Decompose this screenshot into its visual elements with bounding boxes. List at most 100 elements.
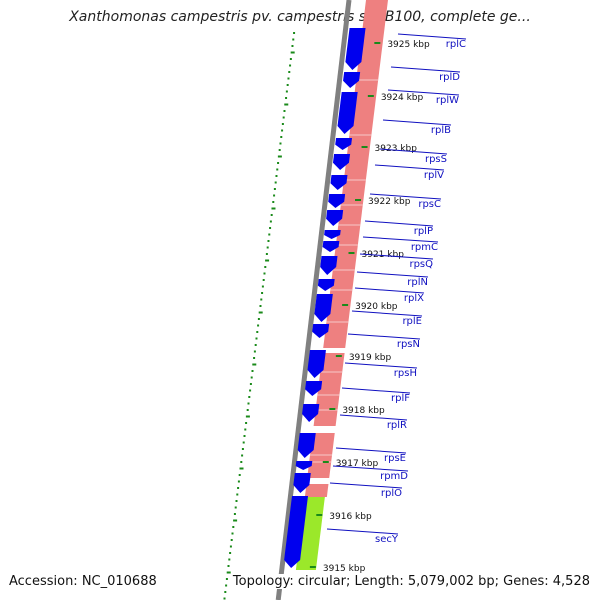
tick-dot <box>231 532 234 535</box>
gene-label-rplR[interactable]: rplR <box>387 420 407 431</box>
tick-dot <box>267 240 270 242</box>
gene-leader-line <box>369 193 442 200</box>
gene-label-rpsS[interactable]: rpsS <box>425 154 447 165</box>
cds-track <box>284 28 366 568</box>
cds-arrow[interactable] <box>320 256 338 275</box>
cds-arrow[interactable] <box>314 294 333 322</box>
tick-dot <box>272 201 275 203</box>
cds-arrow[interactable] <box>337 92 358 134</box>
tick-dot <box>270 214 273 216</box>
tick-dot <box>250 376 253 379</box>
tick-dot <box>262 279 265 281</box>
gene-track-segment[interactable] <box>323 0 388 348</box>
gene-label-rpsN[interactable]: rpsN <box>397 339 420 350</box>
cds-arrow[interactable] <box>328 194 346 208</box>
tick-dot <box>283 110 286 112</box>
kbp-label: 3923 kbp <box>375 144 418 154</box>
tick-dot <box>224 591 227 593</box>
tick-dot <box>230 539 233 541</box>
gene-label-rplX[interactable]: rplX <box>404 293 424 304</box>
gene-leader-line <box>341 387 411 394</box>
tick-dot <box>273 194 276 197</box>
tick-dot <box>241 448 244 450</box>
kbp-label: 3916 kbp <box>329 512 372 522</box>
gene-label-secY[interactable]: secY <box>375 534 399 545</box>
cds-arrow[interactable] <box>284 496 308 568</box>
gene-label-rpmC[interactable]: rpmC <box>411 242 438 253</box>
gene-label-rplD[interactable]: rplD <box>439 72 460 83</box>
cds-arrow[interactable] <box>326 210 344 226</box>
cds-arrow[interactable] <box>305 381 323 396</box>
gene-label-rplE[interactable]: rplE <box>402 316 422 327</box>
gene-label-rpsC[interactable]: rpsC <box>418 199 441 210</box>
backbone-line <box>275 0 352 600</box>
gene-label-rplF[interactable]: rplF <box>391 393 410 404</box>
cds-arrow[interactable] <box>345 28 366 70</box>
tick-dot <box>279 142 282 145</box>
gene-label-rplO[interactable]: rplO <box>381 488 402 499</box>
tick-dot <box>289 64 292 67</box>
tick-dot <box>280 136 283 138</box>
cds-arrow[interactable] <box>322 241 340 252</box>
gene-leader-line <box>339 414 408 421</box>
gene-leader-line <box>362 236 439 243</box>
accession-label: Accession: NC_010688 <box>9 574 157 589</box>
tick-dot <box>228 558 231 561</box>
tick-dot <box>233 519 238 522</box>
cds-arrow[interactable] <box>324 230 341 239</box>
gene-label-rplC[interactable]: rplC <box>446 39 466 50</box>
cds-arrow[interactable] <box>295 461 313 470</box>
gene-label-rplP[interactable]: rplP <box>414 226 433 237</box>
kbp-label: 3915 kbp <box>323 564 366 574</box>
tick-dot <box>240 461 243 463</box>
tick-dot <box>285 97 288 99</box>
feature-tracks <box>275 0 388 600</box>
gene-label-rpmD[interactable]: rpmD <box>380 471 408 482</box>
tick-dot <box>256 331 259 333</box>
gene-labels: rplC rplD rplW rplB rpsS rplV rpsC rplP rpmC rpsQ… <box>326 33 467 545</box>
gene-label-rplV[interactable]: rplV <box>424 170 444 181</box>
tick-dot <box>237 480 240 483</box>
cds-arrow[interactable] <box>335 138 353 150</box>
gene-label-rpsH[interactable]: rpsH <box>394 368 417 379</box>
tick-dot <box>249 389 252 392</box>
gene-label-rpsQ[interactable]: rpsQ <box>409 259 433 270</box>
tick-dot <box>229 545 232 548</box>
gene-leader-line <box>374 164 445 171</box>
tick-dot <box>249 383 252 385</box>
tick-dot <box>290 51 295 54</box>
tick-dot <box>245 422 248 424</box>
gene-label-rplB[interactable]: rplB <box>431 125 451 136</box>
cds-arrow[interactable] <box>307 350 326 378</box>
tick-dot <box>259 305 262 307</box>
gene-track-segment[interactable] <box>304 484 329 497</box>
cds-arrow[interactable] <box>302 404 320 422</box>
gene-label-rplN[interactable]: rplN <box>407 277 428 288</box>
gene-leader-line <box>356 271 429 278</box>
map-title: Xanthomonas campestris pv. campestris st… <box>69 9 531 25</box>
kbp-label: 3925 kbp <box>387 40 430 50</box>
gene-leader-line <box>387 89 460 96</box>
gene-leader-line <box>354 287 425 294</box>
cds-arrow[interactable] <box>330 175 348 190</box>
gene-label-rplW[interactable]: rplW <box>436 95 459 106</box>
tick-dot <box>278 149 281 151</box>
tick-dot <box>246 409 249 411</box>
cds-arrow[interactable] <box>317 279 335 291</box>
tick-dot <box>269 220 272 223</box>
cds-arrow[interactable] <box>332 154 351 170</box>
tick-dot <box>223 597 226 600</box>
cds-arrow[interactable] <box>312 324 330 338</box>
gene-leader-line <box>347 333 421 340</box>
gene-label-rpsE[interactable]: rpsE <box>384 453 406 464</box>
tick-dot <box>273 188 276 190</box>
cds-arrow[interactable] <box>343 72 361 88</box>
tick-dot <box>233 513 236 515</box>
cds-arrow[interactable] <box>293 473 311 493</box>
kbp-label: 3921 kbp <box>362 250 405 260</box>
cds-arrow[interactable] <box>297 433 316 458</box>
tick-dot <box>277 162 280 164</box>
kbp-label: 3918 kbp <box>342 406 385 416</box>
gene-leader-line <box>332 465 409 472</box>
